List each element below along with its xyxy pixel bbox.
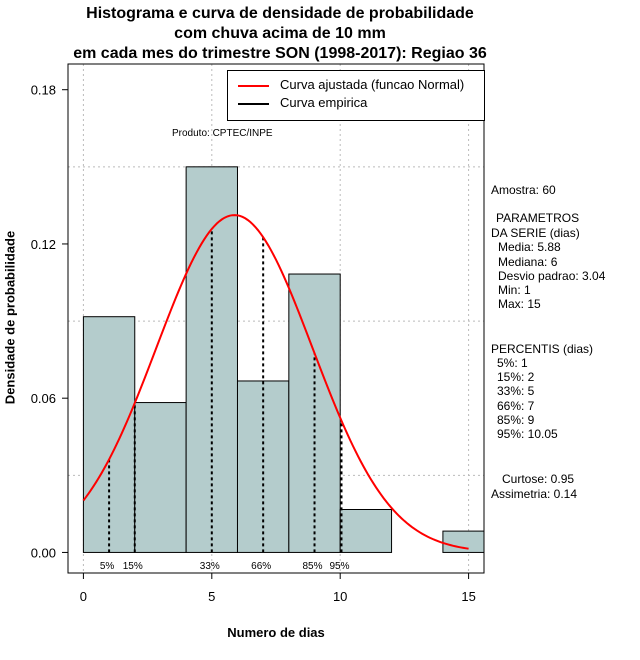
percentile-95: 95%: 10.05 [497, 427, 558, 441]
legend-label-fit: Curva ajustada (funcao Normal) [280, 77, 465, 92]
chart-title-line-3: em cada mes do trimestre SON (1998-2017)… [73, 45, 487, 62]
x-axis-label: Numero de dias [227, 625, 325, 640]
stat-media: Media: 5.88 [498, 240, 561, 254]
x-tick-label: 15 [461, 589, 475, 604]
chart-title-line-2: com chuva acima de 10 mm [174, 25, 386, 42]
histogram-bar [442, 530, 485, 553]
grid-layer [68, 64, 484, 573]
percentile-label: 33% [200, 561, 220, 572]
percentile-label: 66% [251, 561, 271, 572]
x-tick-label: 5 [208, 589, 215, 604]
plot-frame [67, 63, 485, 574]
legend-swatch-empirical [238, 103, 269, 105]
sample-size: Amostra: 60 [491, 183, 556, 197]
percentile-15: 15%: 2 [497, 370, 535, 384]
stat-mediana: Mediana: 6 [498, 255, 558, 269]
legend-label-empirical: Curva empirica [280, 95, 368, 110]
percentile-66: 66%: 7 [497, 399, 535, 413]
percentile-5: 5%: 1 [497, 356, 528, 370]
chart-title-line-1: Histograma e curva de densidade de proba… [86, 5, 474, 22]
stat-min: Min: 1 [498, 283, 531, 297]
percentile-label: 85% [303, 561, 323, 572]
percentis-title: PERCENTIS (dias) [491, 342, 594, 356]
percentile-lines: 5% 15% 33% 66% 85% 95% [100, 228, 350, 572]
x-tick-label: 0 [80, 589, 87, 604]
legend-swatch-fit [238, 85, 269, 87]
histogram-bar [82, 316, 136, 553]
product-label: Produto: CPTEC/INPE [172, 128, 273, 139]
legend-item-empirical: Curva empirica [228, 95, 484, 113]
params-title-1: PARAMETROS [496, 211, 580, 225]
percentile-label: 95% [329, 561, 349, 572]
stat-assimetria: Assimetria: 0.14 [491, 487, 578, 501]
stat-curtose: Curtose: 0.95 [502, 472, 575, 486]
percentile-85: 85%: 9 [497, 413, 535, 427]
percentile-label: 15% [123, 561, 143, 572]
percentile-33: 33%: 5 [497, 384, 535, 398]
x-tick-label: 10 [333, 589, 347, 604]
legend: Curva ajustada (funcao Normal) Curva emp… [227, 70, 485, 121]
percentile-label: 5% [100, 561, 115, 572]
histogram-bar [339, 509, 393, 553]
stat-max: Max: 15 [498, 297, 541, 311]
params-title-2: DA SERIE (dias) [491, 226, 580, 240]
y-tick-label: 0.12 [31, 237, 56, 252]
y-tick-label: 0.06 [31, 391, 56, 406]
fitted-normal-curve [82, 214, 469, 550]
y-axis-label: Densidade de probabilidade [2, 230, 18, 405]
axis-layer: 0 5 10 15 0.00 0.06 0.12 0.18 [31, 63, 485, 604]
legend-item-fit: Curva ajustada (funcao Normal) [228, 77, 484, 95]
histogram-bar [134, 402, 187, 553]
y-tick-label: 0.18 [31, 83, 56, 98]
y-tick-label: 0.00 [31, 545, 56, 560]
bars-layer [82, 166, 485, 553]
stat-desvio: Desvio padrao: 3.04 [498, 269, 606, 283]
curve-layer [82, 214, 469, 550]
